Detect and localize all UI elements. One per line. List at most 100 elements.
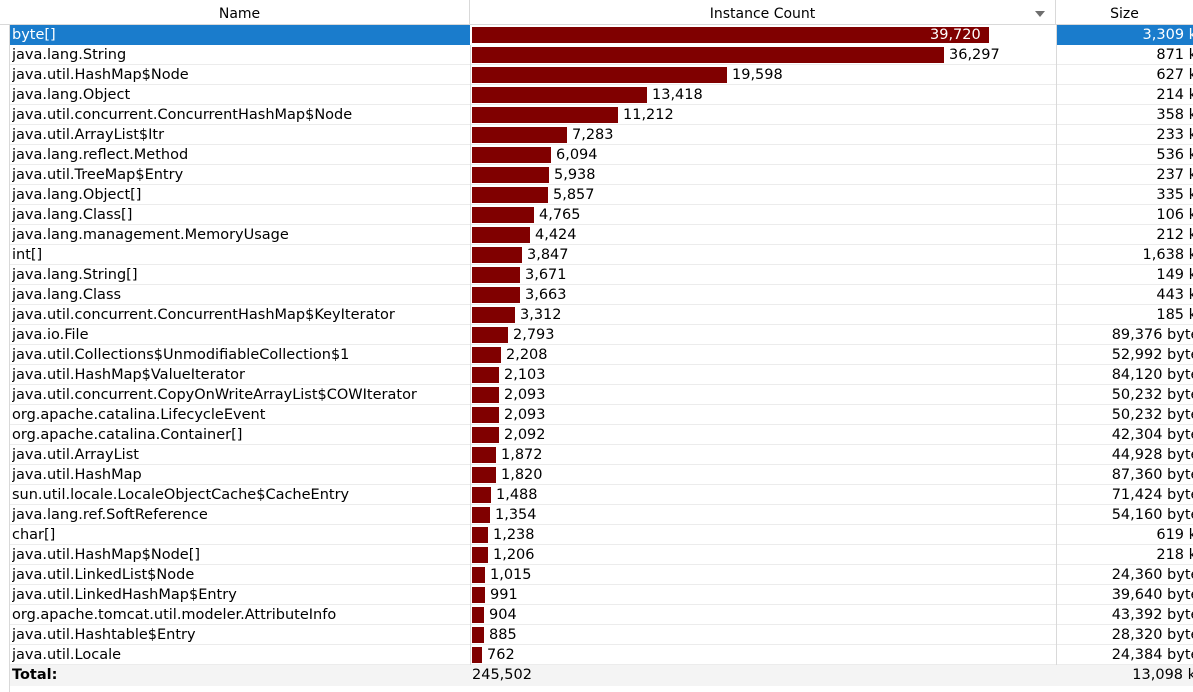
size-value: 218 kB	[1156, 547, 1193, 563]
class-name-cell: java.util.TreeMap$Entry	[12, 167, 184, 183]
table-row[interactable]: java.lang.management.MemoryUsage 4,424 212…	[10, 225, 1193, 245]
size-cell: 358 kB	[1056, 105, 1193, 125]
class-name-cell: java.lang.Object[]	[12, 187, 142, 203]
instance-count-bar	[472, 387, 499, 403]
size-value: 50,232 bytes	[1111, 407, 1193, 423]
table-row[interactable]: java.util.Locale 762 24,384 bytes	[10, 645, 1193, 665]
column-header-size-label: Size	[1110, 6, 1139, 22]
instance-count-value: 1,354	[495, 507, 537, 523]
column-header-name[interactable]: Name	[10, 0, 470, 25]
instance-count-value: 1,820	[501, 467, 543, 483]
table-row[interactable]: org.apache.catalina.LifecycleEvent 2,093 5…	[10, 405, 1193, 425]
instance-count-bar	[472, 587, 485, 603]
instance-count-bar	[472, 127, 567, 143]
instance-count-bar	[472, 407, 499, 423]
table-row[interactable]: java.lang.Class[] 4,765 106 kB	[10, 205, 1193, 225]
table-row[interactable]: java.util.concurrent.ConcurrentHashMap$N…	[10, 105, 1193, 125]
table-row[interactable]: java.util.TreeMap$Entry 5,938 237 kB	[10, 165, 1193, 185]
instance-count-cell: 2,092	[470, 425, 1056, 445]
table-row[interactable]: java.lang.String[] 3,671 149 kB	[10, 265, 1193, 285]
instance-count-value: 885	[489, 627, 517, 643]
column-header-size[interactable]: Size	[1056, 0, 1193, 25]
table-row[interactable]: java.lang.Object 13,418 214 kB	[10, 85, 1193, 105]
instance-count-bar	[472, 427, 499, 443]
table-row[interactable]: char[] 1,238 619 kB	[10, 525, 1193, 545]
class-name-cell: java.util.concurrent.CopyOnWriteArrayLis…	[12, 387, 417, 403]
size-cell: 106 kB	[1056, 205, 1193, 225]
table-row[interactable]: java.lang.ref.SoftReference 1,354 54,160 b…	[10, 505, 1193, 525]
instance-count-cell: 904	[470, 605, 1056, 625]
instance-count-bar	[472, 27, 989, 43]
instance-count-value: 1,872	[501, 447, 543, 463]
instance-count-value: 5,857	[553, 187, 595, 203]
table-row[interactable]: java.util.concurrent.ConcurrentHashMap$K…	[10, 305, 1193, 325]
table-row[interactable]: java.util.HashMap 1,820 87,360 bytes	[10, 465, 1193, 485]
instance-count-value: 5,938	[554, 167, 596, 183]
instance-count-value: 1,488	[496, 487, 538, 503]
class-name-cell: java.util.concurrent.ConcurrentHashMap$K…	[12, 307, 395, 323]
instance-count-bar	[472, 367, 499, 383]
size-value: 52,992 bytes	[1111, 347, 1193, 363]
instance-count-bar	[472, 267, 520, 283]
size-value: 214 kB	[1156, 87, 1193, 103]
size-cell: 50,232 bytes	[1056, 405, 1193, 425]
table-row[interactable]: java.util.LinkedList$Node 1,015 24,360 byt…	[10, 565, 1193, 585]
size-value: 443 kB	[1156, 287, 1193, 303]
size-cell: 627 kB	[1056, 65, 1193, 85]
instance-count-value: 762	[487, 647, 515, 663]
size-cell: 212 kB	[1056, 225, 1193, 245]
table-row[interactable]: sun.util.locale.LocaleObjectCache$CacheE…	[10, 485, 1193, 505]
size-cell: 185 kB	[1056, 305, 1193, 325]
table-row[interactable]: java.lang.reflect.Method 6,094 536 kB	[10, 145, 1193, 165]
size-cell: 24,360 bytes	[1056, 565, 1193, 585]
table-row[interactable]: org.apache.tomcat.util.modeler.Attribute…	[10, 605, 1193, 625]
instance-count-value: 3,312	[520, 307, 562, 323]
total-size: 13,098 kB	[1132, 667, 1193, 683]
instance-count-value: 4,765	[539, 207, 581, 223]
table-row[interactable]: java.util.HashMap$ValueIterator 2,103 84,1…	[10, 365, 1193, 385]
size-cell: 52,992 bytes	[1056, 345, 1193, 365]
size-cell: 71,424 bytes	[1056, 485, 1193, 505]
table-left-border	[9, 0, 10, 692]
column-header-instance-count[interactable]: Instance Count	[470, 0, 1056, 25]
class-name-cell: java.util.HashMap	[12, 467, 142, 483]
table-row[interactable]: java.io.File 2,793 89,376 bytes	[10, 325, 1193, 345]
table-row[interactable]: java.lang.String 36,297 871 kB	[10, 45, 1193, 65]
table-row[interactable]: org.apache.catalina.Container[] 2,092 42,3…	[10, 425, 1193, 445]
instance-count-cell: 885	[470, 625, 1056, 645]
class-name-cell: java.util.Hashtable$Entry	[12, 627, 196, 643]
class-name-cell: java.lang.ref.SoftReference	[12, 507, 208, 523]
size-value: 212 kB	[1156, 227, 1193, 243]
instance-count-cell: 4,424	[470, 225, 1056, 245]
instance-count-bar	[472, 307, 515, 323]
instance-count-value: 1,238	[493, 527, 535, 543]
table-row[interactable]: java.util.HashMap$Node[] 1,206 218 kB	[10, 545, 1193, 565]
size-value: 233 kB	[1156, 127, 1193, 143]
instance-count-cell: 13,418	[470, 85, 1056, 105]
size-value: 84,120 bytes	[1111, 367, 1193, 383]
class-name-cell: java.util.HashMap$ValueIterator	[12, 367, 245, 383]
table-row[interactable]: java.util.ArrayList$Itr 7,283 233 kB	[10, 125, 1193, 145]
table-header: Name Instance Count Size	[0, 0, 1193, 25]
size-cell: 214 kB	[1056, 85, 1193, 105]
total-size-cell: 13,098 kB	[1056, 665, 1193, 685]
table-row[interactable]: java.util.HashMap$Node 19,598 627 kB	[10, 65, 1193, 85]
instance-count-cell: 762	[470, 645, 1056, 665]
size-value: 50,232 bytes	[1111, 387, 1193, 403]
table-row[interactable]: int[] 3,847 1,638 kB	[10, 245, 1193, 265]
instance-count-cell: 4,765	[470, 205, 1056, 225]
table-row[interactable]: java.util.Hashtable$Entry 885 28,320 bytes	[10, 625, 1193, 645]
instance-count-bar	[472, 247, 522, 263]
class-name-cell: java.lang.Class	[12, 287, 122, 303]
table-row[interactable]: java.lang.Object[] 5,857 335 kB	[10, 185, 1193, 205]
table-row[interactable]: java.util.LinkedHashMap$Entry 991 39,640 b…	[10, 585, 1193, 605]
table-row[interactable]: java.util.ArrayList 1,872 44,928 bytes	[10, 445, 1193, 465]
table-row[interactable]: java.util.concurrent.CopyOnWriteArrayLis…	[10, 385, 1193, 405]
instance-count-value: 3,663	[525, 287, 567, 303]
instance-count-value: 2,092	[504, 427, 546, 443]
table-row[interactable]: java.lang.Class 3,663 443 kB	[10, 285, 1193, 305]
instance-count-bar	[472, 67, 727, 83]
table-row[interactable]: byte[] 39,720 3,309 kB	[10, 25, 1193, 45]
size-cell: 218 kB	[1056, 545, 1193, 565]
table-row[interactable]: java.util.Collections$UnmodifiableCollec…	[10, 345, 1193, 365]
